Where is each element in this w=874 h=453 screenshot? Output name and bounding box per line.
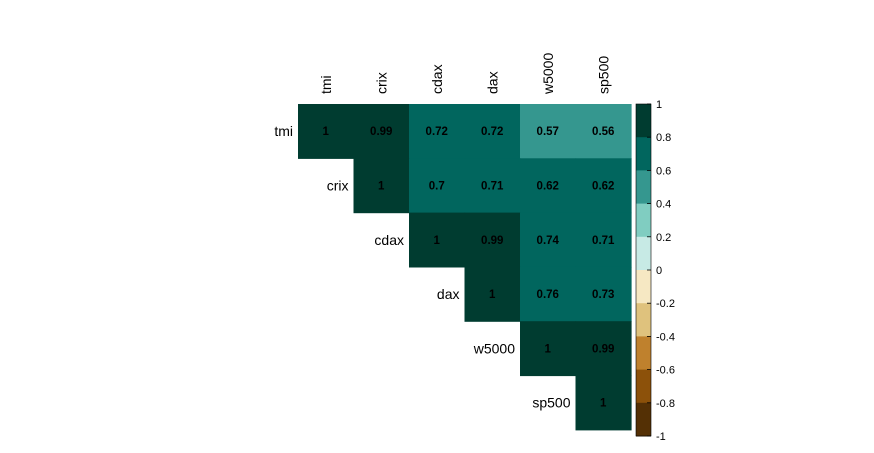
cell-value-tmi-tmi: 1 xyxy=(323,126,330,138)
heatmap-cell-tmi-crix xyxy=(353,104,410,159)
legend-color-band xyxy=(636,203,651,238)
row-label-dax: dax xyxy=(437,286,460,302)
color-legend: 1 0.8 0.6 0.4 0.2 0 -0.2 -0.4 -0.6 -0.8 -1 xyxy=(635,99,675,443)
column-label-cdax: cdax xyxy=(429,64,445,94)
cell-value-cdax-cdax: 1 xyxy=(434,235,441,247)
heatmap-cell-tmi-dax xyxy=(464,104,521,159)
heatmap-cell-w5000-w5000 xyxy=(520,321,577,377)
column-label-sp500: sp500 xyxy=(595,56,611,94)
heatmap-cell-crix-cdax xyxy=(409,158,466,214)
heatmap-cell-dax-sp500 xyxy=(575,266,632,322)
cell-value-tmi-cdax: 0.72 xyxy=(426,126,448,138)
cell-value-dax-w5000: 0.76 xyxy=(537,289,559,301)
heatmap-cells xyxy=(298,104,632,431)
column-label-w5000: w5000 xyxy=(540,53,556,95)
column-labels: tmi crix cdax dax w5000 sp500 xyxy=(318,53,612,95)
legend-color-band xyxy=(636,402,651,437)
heatmap-cell-cdax-sp500 xyxy=(575,212,632,268)
cell-value-crix-dax: 0.71 xyxy=(481,180,504,192)
legend-color-band xyxy=(636,336,651,371)
legend-tick-label: -0.2 xyxy=(656,298,675,310)
column-label-dax: dax xyxy=(484,71,500,94)
cell-value-cdax-w5000: 0.74 xyxy=(537,235,560,247)
column-label-crix: crix xyxy=(373,72,389,94)
heatmap-cell-crix-w5000 xyxy=(520,158,577,214)
heatmap-cell-tmi-tmi xyxy=(298,104,355,159)
cell-value-dax-sp500: 0.73 xyxy=(592,289,614,301)
legend-tick-label: -0.8 xyxy=(656,398,675,410)
cell-value-sp500-sp500: 1 xyxy=(600,398,607,410)
cell-value-cdax-sp500: 0.71 xyxy=(592,235,615,247)
heatmap-cell-dax-w5000 xyxy=(520,266,577,322)
cell-value-dax-dax: 1 xyxy=(489,289,496,301)
legend-color-band xyxy=(636,270,651,304)
heatmap-cell-cdax-dax xyxy=(464,212,521,268)
legend-color-band xyxy=(636,170,651,205)
cell-value-crix-w5000: 0.62 xyxy=(537,180,559,192)
cell-value-w5000-w5000: 1 xyxy=(545,343,552,355)
legend-tick-label: 0 xyxy=(656,265,662,277)
legend-tick-label: 1 xyxy=(656,99,662,111)
cell-value-crix-crix: 1 xyxy=(378,180,385,192)
heatmap-cell-tmi-cdax xyxy=(409,104,466,159)
heatmap-cell-crix-dax xyxy=(464,158,521,214)
cell-value-cdax-dax: 0.99 xyxy=(481,235,503,247)
column-label-tmi: tmi xyxy=(318,75,334,94)
heatmap-cell-tmi-w5000 xyxy=(520,104,577,159)
row-labels: tmi crix cdax dax w5000 sp500 xyxy=(274,123,570,411)
heatmap-cell-crix-sp500 xyxy=(575,158,632,214)
heatmap-value-labels: 1 0.99 0.72 0.72 0.57 0.56 1 0.7 0.71 0.62 0.62 1 0.… xyxy=(323,126,615,410)
legend-tick-label: 0.4 xyxy=(656,199,671,211)
heatmap-cell-tmi-sp500 xyxy=(575,104,632,159)
row-label-w5000: w5000 xyxy=(473,340,515,356)
legend-color-band xyxy=(636,236,651,271)
heatmap-cell-cdax-w5000 xyxy=(520,212,577,268)
legend-tick-label: -1 xyxy=(656,431,666,443)
legend-tick-label: 0.6 xyxy=(656,165,671,177)
row-label-cdax: cdax xyxy=(374,232,404,248)
row-label-tmi: tmi xyxy=(274,123,293,139)
legend-tick-label: -0.4 xyxy=(656,331,675,343)
legend-color-band xyxy=(636,104,651,138)
cell-value-tmi-sp500: 0.56 xyxy=(592,126,614,138)
cell-value-crix-cdax: 0.7 xyxy=(429,180,445,192)
legend-color-band xyxy=(636,303,651,337)
legend-tick-label: 0.2 xyxy=(656,232,671,244)
cell-value-tmi-crix: 0.99 xyxy=(370,126,392,138)
legend-color-band xyxy=(636,137,651,171)
heatmap-cell-w5000-sp500 xyxy=(575,321,632,377)
heatmap-cell-cdax-cdax xyxy=(409,212,466,268)
legend-tick-label: 0.8 xyxy=(656,132,671,144)
cell-value-tmi-w5000: 0.57 xyxy=(537,126,559,138)
cell-value-w5000-sp500: 0.99 xyxy=(592,343,614,355)
heatmap-cell-sp500-sp500 xyxy=(575,375,632,431)
cell-value-tmi-dax: 0.72 xyxy=(481,126,503,138)
cell-value-crix-sp500: 0.62 xyxy=(592,180,614,192)
heatmap-cell-dax-dax xyxy=(464,266,521,322)
legend-tick-label: -0.6 xyxy=(656,365,675,377)
row-label-sp500: sp500 xyxy=(532,395,570,411)
legend-color-band xyxy=(636,369,651,404)
heatmap-cell-crix-crix xyxy=(353,158,410,214)
row-label-crix: crix xyxy=(327,177,349,193)
